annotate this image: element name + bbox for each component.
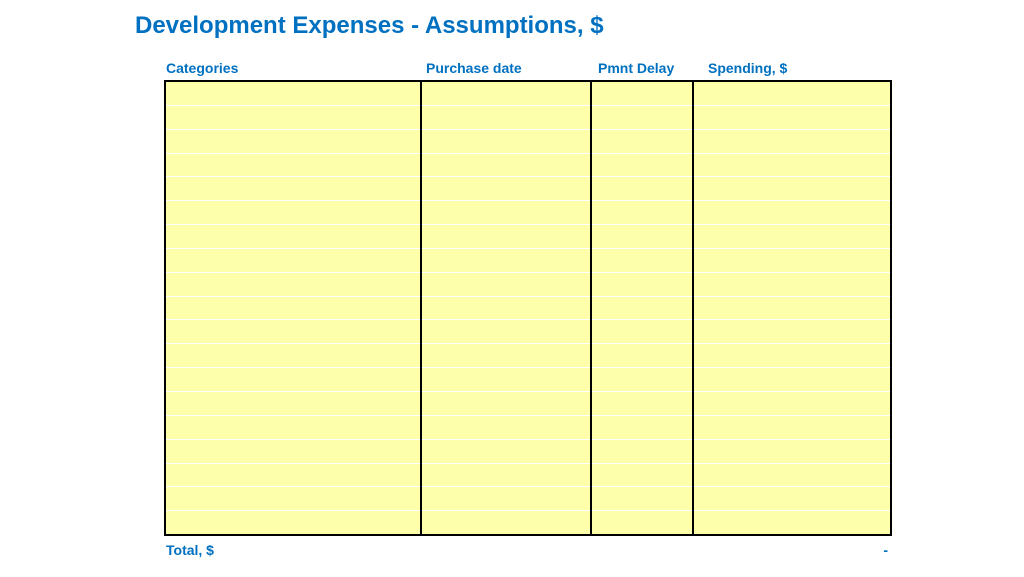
- table-cell[interactable]: [422, 344, 590, 368]
- table-cell[interactable]: [422, 368, 590, 392]
- table-cell[interactable]: [694, 225, 890, 249]
- table-cell[interactable]: [592, 154, 692, 178]
- table-cell[interactable]: [166, 130, 420, 154]
- table-cell[interactable]: [694, 273, 890, 297]
- table-cell[interactable]: [592, 82, 692, 106]
- table-cell[interactable]: [166, 82, 420, 106]
- table-cell[interactable]: [166, 297, 420, 321]
- page-title: Development Expenses - Assumptions, $: [135, 12, 1024, 40]
- table-cell[interactable]: [694, 320, 890, 344]
- table-cell[interactable]: [422, 249, 590, 273]
- table-cell[interactable]: [694, 511, 890, 534]
- table-cell[interactable]: [592, 273, 692, 297]
- table-cell[interactable]: [422, 440, 590, 464]
- header-pmnt-delay: Pmnt Delay: [594, 60, 698, 76]
- table-cell[interactable]: [166, 368, 420, 392]
- table-cell[interactable]: [592, 249, 692, 273]
- table-cell[interactable]: [694, 487, 890, 511]
- table-cell[interactable]: [422, 225, 590, 249]
- table-cell[interactable]: [422, 392, 590, 416]
- table-cell[interactable]: [592, 320, 692, 344]
- table-cell[interactable]: [166, 273, 420, 297]
- table-cell[interactable]: [422, 177, 590, 201]
- table-cell[interactable]: [694, 392, 890, 416]
- table-cell[interactable]: [166, 177, 420, 201]
- header-spending: Spending, $: [698, 60, 892, 76]
- table-cell[interactable]: [592, 130, 692, 154]
- header-categories: Categories: [164, 60, 422, 76]
- table-cell[interactable]: [422, 201, 590, 225]
- table-cell[interactable]: [166, 154, 420, 178]
- table-cell[interactable]: [592, 392, 692, 416]
- table-cell[interactable]: [694, 297, 890, 321]
- table-cell[interactable]: [592, 368, 692, 392]
- table-body: [164, 80, 892, 536]
- table-cell[interactable]: [694, 464, 890, 488]
- table-cell[interactable]: [166, 464, 420, 488]
- total-label: Total, $: [164, 542, 214, 558]
- table-cell[interactable]: [592, 344, 692, 368]
- table-cell[interactable]: [422, 154, 590, 178]
- table-cell[interactable]: [694, 82, 890, 106]
- column-purchase-date: [422, 82, 592, 534]
- table-cell[interactable]: [694, 249, 890, 273]
- table-cell[interactable]: [592, 297, 692, 321]
- table-cell[interactable]: [166, 440, 420, 464]
- table-cell[interactable]: [422, 487, 590, 511]
- table-cell[interactable]: [694, 344, 890, 368]
- table-cell[interactable]: [422, 106, 590, 130]
- table-cell[interactable]: [166, 344, 420, 368]
- table-cell[interactable]: [422, 130, 590, 154]
- table-cell[interactable]: [422, 416, 590, 440]
- header-purchase-date: Purchase date: [422, 60, 594, 76]
- table-cell[interactable]: [694, 106, 890, 130]
- table-cell[interactable]: [166, 106, 420, 130]
- table-cell[interactable]: [592, 440, 692, 464]
- table-cell[interactable]: [422, 82, 590, 106]
- table-cell[interactable]: [422, 273, 590, 297]
- table-cell[interactable]: [166, 201, 420, 225]
- table-cell[interactable]: [592, 487, 692, 511]
- table-footer: Total, $ -: [164, 542, 892, 558]
- table-cell[interactable]: [694, 368, 890, 392]
- table-cell[interactable]: [592, 201, 692, 225]
- table-cell[interactable]: [694, 130, 890, 154]
- table-cell[interactable]: [694, 154, 890, 178]
- total-value: -: [883, 542, 892, 558]
- table-cell[interactable]: [694, 416, 890, 440]
- table-cell[interactable]: [694, 440, 890, 464]
- table-cell[interactable]: [694, 177, 890, 201]
- table-cell[interactable]: [166, 225, 420, 249]
- table-cell[interactable]: [422, 297, 590, 321]
- table-cell[interactable]: [592, 225, 692, 249]
- table-cell[interactable]: [166, 511, 420, 534]
- table-cell[interactable]: [592, 464, 692, 488]
- table-cell[interactable]: [166, 487, 420, 511]
- table-cell[interactable]: [422, 320, 590, 344]
- table-cell[interactable]: [166, 416, 420, 440]
- table-cell[interactable]: [422, 464, 590, 488]
- table-cell[interactable]: [166, 392, 420, 416]
- table-cell[interactable]: [422, 511, 590, 534]
- column-categories: [166, 82, 422, 534]
- table-cell[interactable]: [166, 249, 420, 273]
- column-spending: [694, 82, 890, 534]
- column-pmnt-delay: [592, 82, 694, 534]
- table-cell[interactable]: [166, 320, 420, 344]
- table-cell[interactable]: [694, 201, 890, 225]
- table-cell[interactable]: [592, 416, 692, 440]
- table-cell[interactable]: [592, 511, 692, 534]
- expenses-table: Categories Purchase date Pmnt Delay Spen…: [164, 60, 892, 558]
- table-headers: Categories Purchase date Pmnt Delay Spen…: [164, 60, 892, 76]
- table-cell[interactable]: [592, 177, 692, 201]
- table-cell[interactable]: [592, 106, 692, 130]
